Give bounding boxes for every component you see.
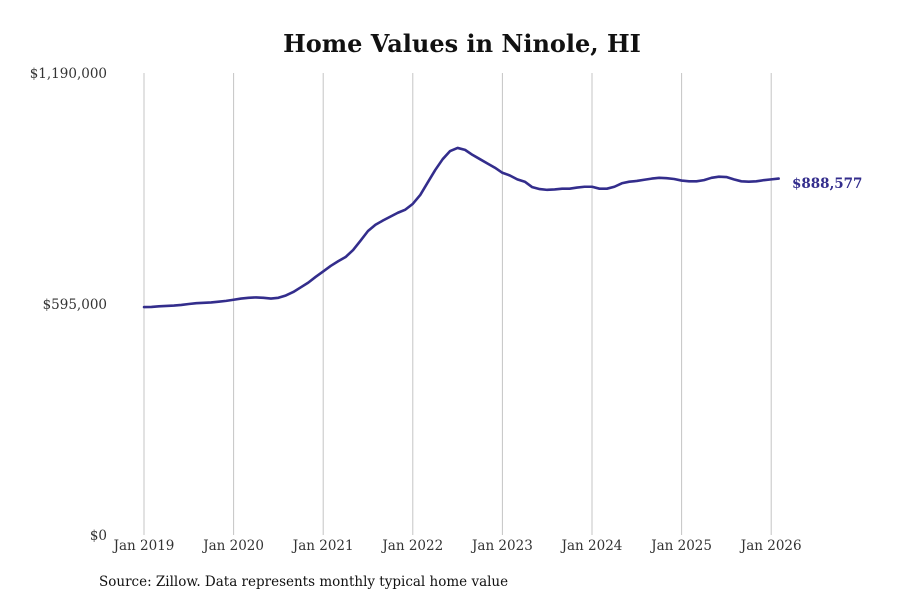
x-tick-label: Jan 2019 — [112, 538, 175, 554]
x-axis-ticks: Jan 2019 Jan 2020 Jan 2021 Jan 2022 Jan 2023… — [112, 538, 802, 554]
y-tick-label: $0 — [90, 528, 107, 544]
end-value-label: $888,577 — [792, 176, 862, 192]
x-tick-label: Jan 2022 — [380, 538, 443, 554]
x-tick-label: Jan 2020 — [201, 538, 264, 554]
x-tick-label: Jan 2025 — [649, 538, 712, 554]
series-line — [142, 146, 780, 309]
gridlines — [143, 73, 772, 535]
source-note: Source: Zillow. Data represents monthly … — [99, 574, 509, 590]
y-tick-label: $595,000 — [43, 297, 107, 313]
x-tick-label: Jan 2023 — [470, 538, 533, 554]
x-tick-label: Jan 2026 — [739, 538, 802, 554]
x-tick-label: Jan 2024 — [560, 538, 623, 554]
chart-title: Home Values in Ninole, HI — [283, 29, 641, 58]
x-tick-label: Jan 2021 — [291, 538, 354, 554]
y-axis-ticks: $0 $595,000 $1,190,000 — [30, 66, 107, 544]
y-tick-label: $1,190,000 — [30, 66, 107, 82]
